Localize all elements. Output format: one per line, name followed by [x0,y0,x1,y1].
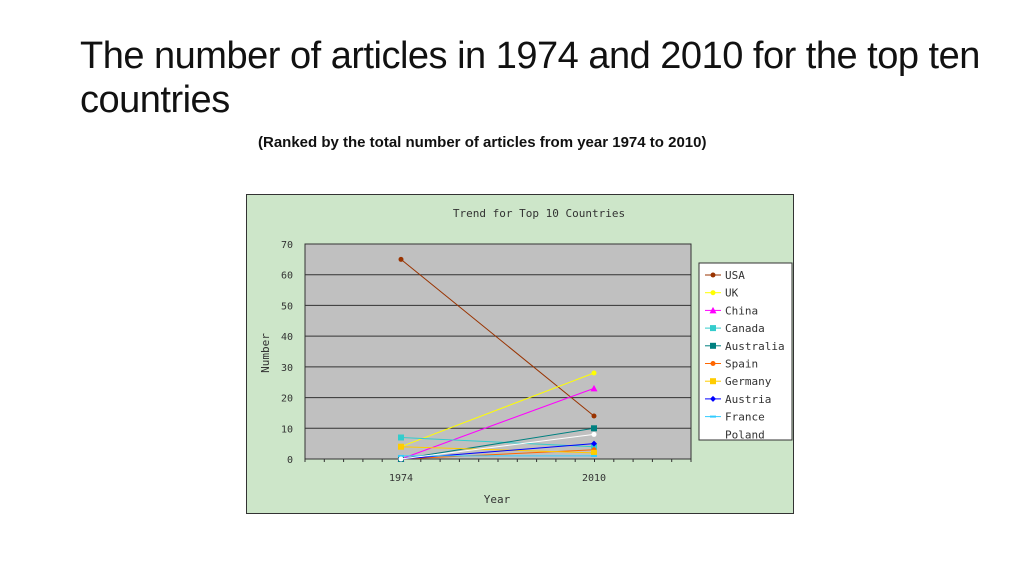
data-point-germany [591,449,597,456]
legend-label: Austria [725,393,771,406]
series-canada [398,434,597,450]
x-axis-ticks: 1974 2010 [304,459,692,484]
gridlines [305,243,691,460]
series-lines [397,256,598,462]
series-poland [398,431,597,462]
y-tick-label: 40 [281,332,293,343]
series-germany [398,443,597,456]
y-tick-label: 50 [281,301,293,312]
data-point-uk [591,370,597,376]
legend-label: Spain [725,358,758,371]
legend-marker [710,290,716,296]
legend-label: Australia [725,340,785,353]
legend-item-france: France [705,411,765,424]
legend-item-usa: USA [705,269,745,282]
x-tick-label: 1974 [389,473,413,484]
data-point-china [590,384,598,392]
legend-item-spain: Spain [705,358,758,371]
series-line-germany [400,446,595,454]
data-point-france [591,454,597,457]
y-tick-label: 60 [281,271,293,282]
legend-item-china: China [705,304,758,317]
legend-label: USA [725,269,745,282]
series-line-china [400,387,595,460]
legend-marker [709,306,717,314]
series-line-spain [400,449,595,460]
legend-label: Poland [725,428,765,441]
legend-item-australia: Australia [705,340,785,353]
y-tick-label: 20 [281,394,293,405]
series-usa [398,256,597,419]
data-point-poland [591,431,597,437]
legend-item-germany: Germany [705,375,772,388]
series-line-poland [400,433,595,460]
data-point-canada [591,443,597,450]
y-tick-label: 10 [281,424,293,435]
series-line-canada [400,437,595,448]
series-line-australia [400,427,595,460]
legend-item-uk: UK [705,287,739,300]
data-point-usa [398,256,404,262]
legend-item-poland: Poland [705,428,765,441]
legend: USA UK China Canada Australia Spain Germany Aus… [705,269,785,441]
chart-title: Trend for Top 10 Countries [453,207,625,220]
data-point-france [398,454,404,457]
legend-label: Canada [725,322,765,335]
series-line-austria [400,443,595,460]
legend-marker [710,415,716,418]
data-point-austria [591,440,597,447]
legend-marker [710,431,716,437]
legend-marker [710,395,716,402]
data-point-germany [398,443,404,450]
series-france [398,454,597,457]
x-tick-label: 2010 [582,473,606,484]
chart-frame: Trend for Top 10 Countries 0 10 20 30 40 50 60… [246,194,794,514]
data-point-poland [398,456,404,462]
y-axis-label: Number [259,333,272,373]
legend-label: Germany [725,375,772,388]
legend-item-austria: Austria [705,393,771,406]
slide-subtitle: (Ranked by the total number of articles … [258,134,707,151]
data-point-canada [398,434,404,441]
legend-marker [710,342,716,349]
legend-item-canada: Canada [705,322,765,335]
y-tick-label: 30 [281,363,293,374]
legend-label: France [725,411,765,424]
y-tick-label: 70 [281,240,293,251]
series-line-uk [400,372,595,448]
series-line-usa [400,258,595,417]
plot-area [304,243,692,460]
legend-marker [710,361,716,366]
legend-label: UK [725,287,739,300]
y-tick-label: 0 [287,455,293,466]
y-axis-ticks: 0 10 20 30 40 50 60 70 [281,240,293,466]
x-axis-label: Year [484,493,511,506]
data-point-australia [591,425,597,432]
legend-marker [710,272,716,278]
slide-title: The number of articles in 1974 and 2010 … [80,35,980,121]
legend-marker [710,378,716,385]
line-chart: Trend for Top 10 Countries 0 10 20 30 40 50 60… [259,207,793,506]
legend-label: China [725,304,758,317]
legend-marker [710,325,716,332]
data-point-usa [591,413,597,419]
